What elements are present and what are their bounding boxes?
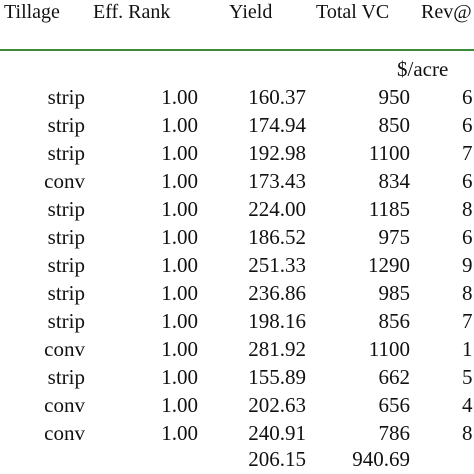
cell-yield: 155.89: [248, 365, 306, 389]
cell-tillage: conv: [44, 393, 85, 417]
cell-eff-rank: 1.00: [161, 365, 198, 389]
table-row: conv 1.00 173.43 834 6: [0, 168, 474, 196]
cell-yield: 251.33: [248, 253, 306, 277]
cell-yield: 174.94: [248, 113, 306, 137]
cell-rev: 6: [462, 225, 473, 249]
table-row: strip 1.00 155.89 662 5: [0, 364, 474, 392]
cell-total-vc: 662: [378, 365, 411, 389]
cell-rev: 9: [462, 253, 473, 277]
cell-tillage: strip: [47, 309, 85, 333]
cell-total-vc: 1185: [368, 197, 410, 221]
header-rev: Rev@: [421, 1, 472, 23]
cell-yield: 240.91: [248, 421, 306, 445]
cell-total-vc: 834: [378, 169, 411, 193]
cell-eff-rank: 1.00: [161, 141, 198, 165]
cell-rev: 1: [462, 337, 473, 361]
cell-total-vc: 1100: [368, 337, 410, 361]
table-row: strip 1.00 236.86 985 8: [0, 280, 474, 308]
table-row: strip 1.00 251.33 1290 9: [0, 252, 474, 280]
header-total-vc: Total VC: [316, 1, 390, 23]
cell-eff-rank: 1.00: [161, 253, 198, 277]
cell-average-total-vc: 940.69: [352, 447, 410, 471]
header-yield: Yield: [229, 1, 273, 23]
cell-rev: 8: [462, 281, 473, 305]
cell-total-vc: 856: [378, 309, 411, 333]
table-row: strip 1.00 186.52 975 6: [0, 224, 474, 252]
cell-eff-rank: 1.00: [161, 281, 198, 305]
cell-total-vc: 975: [378, 225, 411, 249]
cell-tillage: conv: [44, 169, 85, 193]
table-row: strip 1.00 160.37 950 6: [0, 84, 474, 112]
cell-yield: 198.16: [248, 309, 306, 333]
cell-rev: 4: [462, 393, 473, 417]
cell-eff-rank: 1.00: [161, 421, 198, 445]
cell-eff-rank: 1.00: [161, 113, 198, 137]
cell-total-vc: 985: [378, 281, 411, 305]
cell-eff-rank: 1.00: [161, 337, 198, 361]
cell-tillage: strip: [47, 225, 85, 249]
cell-eff-rank: 1.00: [161, 393, 198, 417]
cell-rev: 6: [462, 113, 473, 137]
cell-tillage: conv: [44, 337, 85, 361]
cell-total-vc: 656: [378, 393, 411, 417]
cell-total-vc: 786: [378, 421, 411, 445]
cell-rev: 7: [462, 141, 473, 165]
cell-rev: 6: [462, 85, 473, 109]
cell-yield: 236.86: [248, 281, 306, 305]
cell-yield: 202.63: [248, 393, 306, 417]
table-row: strip 1.00 224.00 1185 8: [0, 196, 474, 224]
header-rule: [0, 49, 474, 51]
header-eff-rank: Eff. Rank: [93, 1, 171, 23]
cell-yield: 160.37: [248, 85, 306, 109]
table-row: conv 1.00 202.63 656 4: [0, 392, 474, 420]
table-row: strip 1.00 192.98 1100 7: [0, 140, 474, 168]
table-row: conv 1.00 240.91 786 8: [0, 420, 474, 448]
cell-yield: 192.98: [248, 141, 306, 165]
cell-rev: 8: [462, 197, 473, 221]
cell-total-vc: 1290: [368, 253, 410, 277]
cell-tillage: strip: [47, 141, 85, 165]
cell-yield: 186.52: [248, 225, 306, 249]
cell-eff-rank: 1.00: [161, 225, 198, 249]
cell-average-yield: 206.15: [248, 447, 306, 471]
cell-yield: 224.00: [248, 197, 306, 221]
table-row: strip 1.00 174.94 850 6: [0, 112, 474, 140]
table-row: conv 1.00 281.92 1100 1: [0, 336, 474, 364]
cell-yield: 173.43: [248, 169, 306, 193]
cell-tillage: strip: [47, 85, 85, 109]
cell-eff-rank: 1.00: [161, 85, 198, 109]
cell-tillage: strip: [47, 281, 85, 305]
table-row-average: 206.15 940.69: [0, 446, 474, 474]
cell-total-vc: 850: [378, 113, 411, 137]
header-tillage: Tillage: [4, 1, 60, 23]
cell-eff-rank: 1.00: [161, 309, 198, 333]
cell-total-vc: 1100: [368, 141, 410, 165]
cell-rev: 6: [462, 169, 473, 193]
cell-rev: 7: [462, 309, 473, 333]
cell-tillage: strip: [47, 113, 85, 137]
unit-total-vc: $/acre: [397, 57, 449, 81]
cell-eff-rank: 1.00: [161, 197, 198, 221]
cell-tillage: strip: [47, 365, 85, 389]
cell-tillage: strip: [47, 197, 85, 221]
cell-tillage: conv: [44, 421, 85, 445]
cell-total-vc: 950: [378, 85, 411, 109]
table-row: strip 1.00 198.16 856 7: [0, 308, 474, 336]
cell-yield: 281.92: [248, 337, 306, 361]
cell-eff-rank: 1.00: [161, 169, 198, 193]
cell-rev: 5: [462, 365, 473, 389]
cell-tillage: strip: [47, 253, 85, 277]
cell-rev: 8: [462, 421, 473, 445]
